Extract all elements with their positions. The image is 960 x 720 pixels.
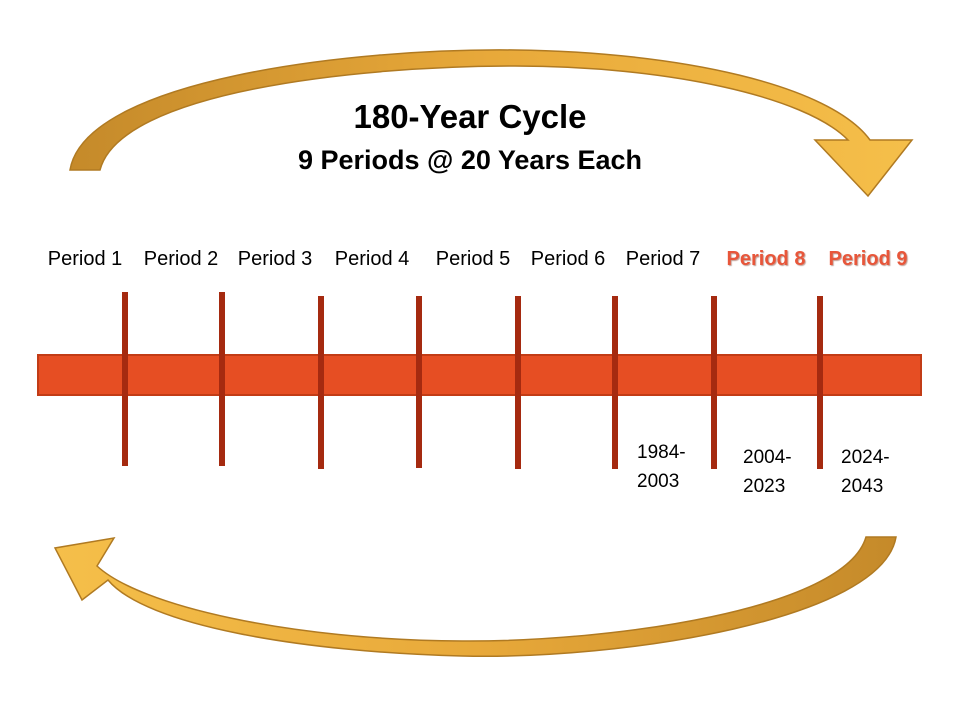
period-label-9: Period 9 bbox=[828, 248, 908, 270]
period-markers bbox=[122, 292, 823, 469]
period-label-8: Period 8 bbox=[726, 248, 806, 270]
top-cycle-arrow bbox=[69, 49, 914, 198]
period-marker bbox=[711, 296, 717, 469]
period-marker bbox=[122, 292, 128, 466]
period-label-3: Period 3 bbox=[237, 248, 313, 270]
date-range-label: 2004- 2023 bbox=[743, 447, 792, 497]
period-marker bbox=[515, 296, 521, 469]
period-marker bbox=[612, 296, 618, 469]
period-label-2: Period 2 bbox=[143, 248, 219, 270]
period-label-7: Period 7 bbox=[625, 248, 701, 270]
period-marker bbox=[817, 296, 823, 469]
diagram-title: 180-Year Cycle bbox=[353, 98, 587, 135]
timeline-bar bbox=[37, 354, 922, 396]
bottom-cycle-arrow bbox=[53, 536, 897, 658]
diagram-subtitle: 9 Periods @ 20 Years Each bbox=[297, 145, 643, 175]
date-range-label: 1984- 2003 bbox=[637, 442, 686, 492]
period-marker bbox=[416, 296, 422, 468]
period-label-4: Period 4 bbox=[334, 248, 410, 270]
period-label-1: Period 1 bbox=[47, 248, 123, 270]
period-marker bbox=[318, 296, 324, 469]
period-marker bbox=[219, 292, 225, 466]
period-label-6: Period 6 bbox=[530, 248, 606, 270]
date-range-label: 2024- 2043 bbox=[841, 447, 890, 497]
period-label-5: Period 5 bbox=[435, 248, 511, 270]
